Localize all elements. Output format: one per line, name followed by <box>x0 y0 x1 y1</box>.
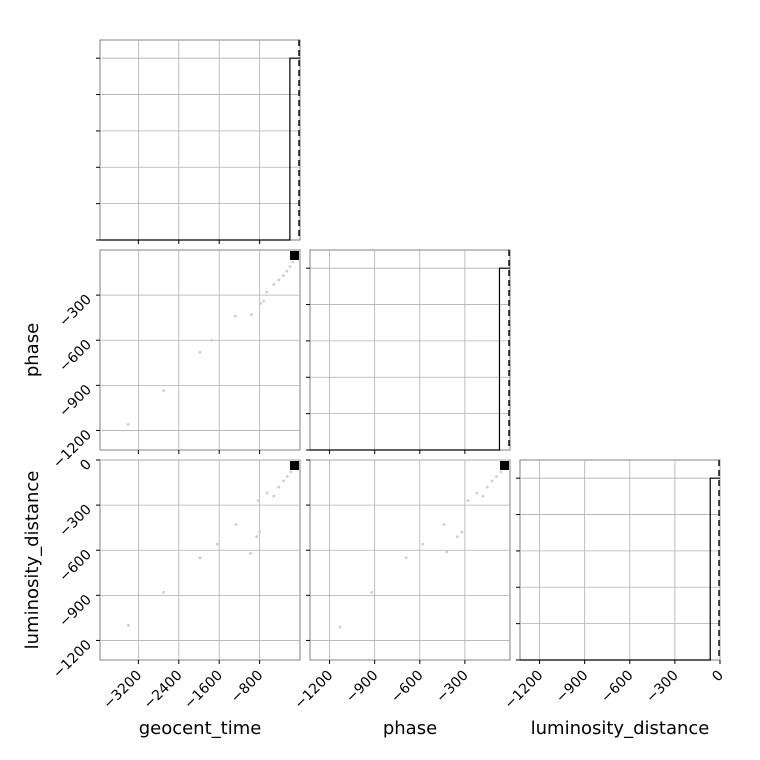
y-axis-label-phase: phase <box>22 323 43 377</box>
x-tick-label-phase: −1200 <box>292 668 337 713</box>
sample-point <box>289 470 293 474</box>
y-tick-label-luminosity_distance: −300 <box>56 502 95 541</box>
sample-point <box>272 283 276 286</box>
panel-luminosity_distance-luminosity_distance <box>516 459 721 664</box>
sample-point <box>272 494 276 498</box>
panel-phase-luminosity_distance <box>306 459 511 664</box>
sample-point <box>421 542 425 546</box>
panel-geocent_time-phase <box>96 249 301 454</box>
sample-point <box>255 535 258 539</box>
sample-point <box>495 475 498 478</box>
panel-geocent_time-luminosity_distance <box>96 459 301 664</box>
y-tick-label-luminosity_distance: −600 <box>56 547 95 586</box>
x-tick-label-luminosity_distance: −900 <box>553 668 592 707</box>
y-axis-label-luminosity-distance: luminosity_distance <box>22 471 43 650</box>
sample-point <box>475 491 479 495</box>
panel-geocent_time-geocent_time <box>96 39 301 244</box>
x-tick-label-geocent_time: −3200 <box>100 668 145 713</box>
sample-point <box>370 590 374 594</box>
sample-point <box>277 278 281 282</box>
sample-point <box>198 350 202 354</box>
sample-point <box>285 269 289 273</box>
x-tick-label-phase: −600 <box>388 668 427 707</box>
x-axis-label-geocent-time: geocent_time <box>139 718 262 739</box>
panels-layer: −3200−2400−1600 −800 −1200 −900 −600 −300 −120… <box>50 39 727 713</box>
x-tick-label-geocent_time: −2400 <box>141 668 186 713</box>
sample-point <box>262 299 266 303</box>
sample-point <box>265 290 269 294</box>
sample-point <box>455 535 459 539</box>
panel-frame <box>99 249 301 451</box>
sample-point <box>291 260 295 264</box>
sample-point <box>490 479 494 483</box>
y-tick-label-phase: −300 <box>56 292 95 331</box>
density-peak <box>290 251 299 260</box>
y-tick-label-phase: −900 <box>56 382 95 421</box>
sample-point <box>481 494 485 498</box>
sample-point <box>256 499 260 503</box>
sample-point <box>277 485 281 489</box>
sample-point <box>338 625 342 629</box>
sample-point <box>126 423 130 426</box>
y-tick-label-luminosity_distance: −1200 <box>50 637 95 682</box>
sample-point <box>162 590 166 594</box>
sample-point <box>466 499 470 503</box>
sample-point <box>126 624 130 627</box>
sample-point <box>258 530 261 534</box>
panel-frame <box>99 459 301 661</box>
sample-point <box>486 485 489 489</box>
panel-frame <box>99 39 301 241</box>
x-tick-label-luminosity_distance: −600 <box>598 668 637 707</box>
panel-frame <box>309 249 511 451</box>
sample-point <box>442 523 446 527</box>
sample-point <box>249 551 252 555</box>
sample-point <box>285 475 289 478</box>
sample-point <box>210 338 214 342</box>
sample-point <box>250 313 253 317</box>
histogram-bars <box>520 477 720 661</box>
sample-point <box>460 530 464 534</box>
x-tick-label-luminosity_distance: −300 <box>643 668 682 707</box>
sample-point <box>215 542 219 546</box>
density-peak <box>290 461 299 470</box>
sample-point <box>499 470 503 474</box>
sample-point <box>259 301 263 305</box>
y-tick-label-phase: −600 <box>56 337 95 376</box>
sample-point <box>198 556 202 560</box>
x-tick-label-geocent_time: −800 <box>228 668 267 707</box>
sample-point <box>265 491 269 495</box>
sample-point <box>404 556 408 560</box>
sample-point <box>281 479 285 483</box>
panel-frame <box>309 459 511 661</box>
histogram-bars <box>100 57 300 241</box>
panel-phase-phase <box>306 249 511 454</box>
y-tick-label-luminosity_distance: −900 <box>56 592 95 631</box>
x-axis-label-luminosity-distance: luminosity_distance <box>531 718 710 739</box>
sample-point <box>445 550 449 554</box>
sample-point <box>288 265 292 268</box>
labels-layer: geocent_time phase luminosity_distance p… <box>22 323 709 739</box>
x-tick-label-phase: −300 <box>433 668 472 707</box>
x-axis-label-phase: phase <box>383 718 437 739</box>
histogram-bars <box>310 267 510 451</box>
y-tick-label-luminosity_distance: 0 <box>77 457 95 475</box>
sample-point <box>234 523 238 527</box>
sample-point <box>162 389 166 393</box>
x-tick-label-luminosity_distance: 0 <box>709 668 727 686</box>
x-tick-label-luminosity_distance: −1200 <box>502 668 547 713</box>
density-peak <box>500 461 509 470</box>
sample-point <box>281 274 285 277</box>
sample-point <box>233 314 237 318</box>
panel-frame <box>519 459 721 661</box>
x-tick-label-geocent_time: −1600 <box>181 668 226 713</box>
x-tick-label-phase: −900 <box>343 668 382 707</box>
